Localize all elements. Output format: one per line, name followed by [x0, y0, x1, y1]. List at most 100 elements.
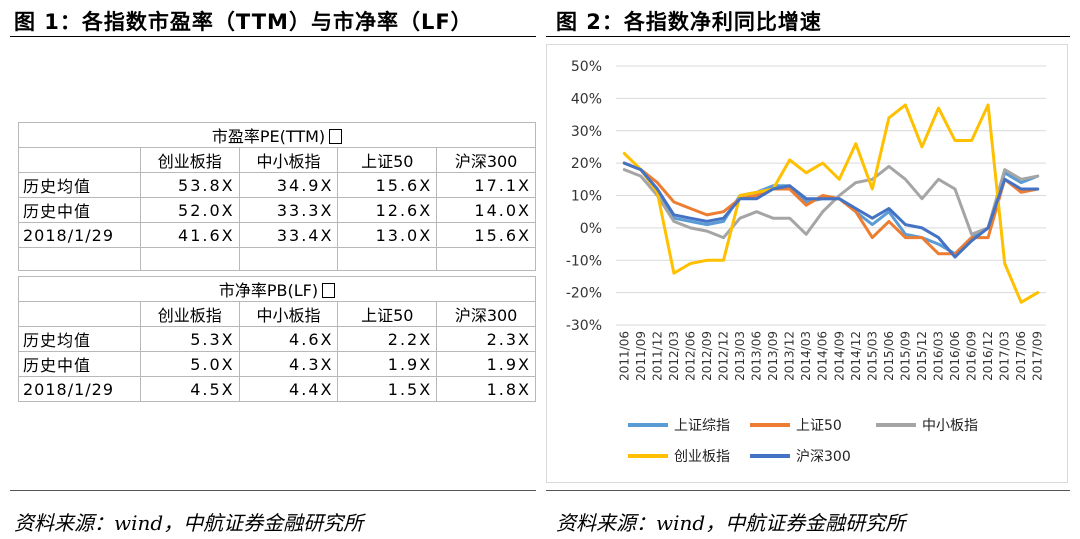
column-header: 中小板指 [238, 301, 339, 327]
x-tick-label: 2013/12 [783, 331, 797, 381]
column-header: 沪深300 [436, 147, 536, 173]
table-cell [238, 247, 339, 271]
table-row: 历史均值 5.3X 4.6X 2.2X 2.3X [18, 326, 536, 352]
figure1-source-rule [10, 490, 536, 491]
series-line-4 [622, 103, 1040, 304]
checkbox-glyph-icon [322, 283, 336, 298]
pe-table: 市盈率PE(TTM) 创业板指 中小板指 上证50 沪深300 历史均值 53.… [18, 122, 536, 271]
column-header: 上证50 [337, 147, 438, 173]
row-label: 2018/1/29 [18, 222, 141, 248]
table-cell: 53.8X [139, 172, 240, 198]
pb-table-title: 市净率PB(LF) [218, 281, 319, 300]
table-cell: 15.6X [337, 172, 438, 198]
table-cell: 52.0X [139, 197, 240, 223]
x-tick-label: 2013/03 [733, 331, 747, 381]
table-cell: 41.6X [139, 222, 240, 248]
table-cell: 1.9X [436, 351, 536, 377]
checkbox-glyph-icon [329, 129, 343, 144]
x-tick-label: 2014/09 [832, 331, 846, 381]
figure1-title: 图 1：各指数市盈率（TTM）与市净率（LF） [14, 10, 473, 34]
y-tick-label: 0% [580, 221, 602, 237]
series-line-5 [622, 161, 1040, 259]
x-tick-label: 2012/12 [717, 331, 731, 381]
row-label: 历史中值 [18, 351, 141, 377]
series-line-3 [622, 164, 1040, 240]
pe-table-title: 市盈率PE(TTM) [211, 127, 326, 146]
y-tick-label: -20% [566, 286, 602, 302]
x-tick-label: 2016/06 [948, 331, 962, 381]
figure2-source-rule [546, 490, 1070, 491]
table-cell: 5.3X [139, 326, 240, 352]
column-header: 创业板指 [139, 147, 240, 173]
x-tick-label: 2012/06 [683, 331, 697, 381]
table-cell: 4.5X [139, 376, 240, 402]
x-tick-label: 2014/12 [849, 331, 863, 381]
y-tick-label: 20% [571, 156, 602, 172]
row-label: 历史均值 [18, 172, 141, 198]
y-tick-label: -30% [566, 318, 602, 334]
table-cell: 2.2X [337, 326, 438, 352]
pb-table: 市净率PB(LF) 创业板指 中小板指 上证50 沪深300 历史均值 5.3X… [18, 276, 536, 402]
pb-table-header-row: 创业板指 中小板指 上证50 沪深300 [18, 301, 536, 327]
x-tick-label: 2016/12 [981, 331, 995, 381]
table-row: 历史中值 5.0X 4.3X 1.9X 1.9X [18, 351, 536, 377]
table-row: 2018/1/29 41.6X 33.4X 13.0X 15.6X [18, 222, 536, 248]
x-tick-label: 2016/03 [932, 331, 946, 381]
table-cell: 1.9X [337, 351, 438, 377]
table-corner-cell [18, 301, 141, 327]
table-cell [337, 247, 438, 271]
table-cell: 13.0X [337, 222, 438, 248]
table-cell [436, 247, 536, 271]
figure1-title-rule [10, 36, 536, 37]
column-header: 中小板指 [238, 147, 339, 173]
x-tick-label: 2014/03 [799, 331, 813, 381]
pe-table-title-row: 市盈率PE(TTM) [18, 122, 536, 148]
legend-label: 创业板指 [674, 449, 730, 465]
x-tick-label: 2016/09 [965, 331, 979, 381]
legend-label: 中小板指 [922, 418, 978, 434]
x-tick-label: 2013/09 [766, 331, 780, 381]
x-tick-label: 2012/03 [667, 331, 681, 381]
table-cell: 34.9X [238, 172, 339, 198]
table-cell: 5.0X [139, 351, 240, 377]
table-cell: 33.4X [238, 222, 339, 248]
y-tick-label: 10% [571, 189, 602, 205]
figure2-source: 资料来源：wind，中航证券金融研究所 [556, 511, 906, 535]
y-tick-label: -10% [566, 253, 602, 269]
x-tick-label: 2017/06 [1014, 331, 1028, 381]
x-tick-label: 2011/06 [617, 331, 631, 381]
table-cell: 12.6X [337, 197, 438, 223]
x-tick-label: 2011/09 [634, 331, 648, 381]
column-header: 上证50 [337, 301, 438, 327]
pb-table-title-row: 市净率PB(LF) [18, 276, 536, 302]
x-tick-label: 2012/09 [700, 331, 714, 381]
pe-table-title-cell: 市盈率PE(TTM) [18, 122, 536, 148]
series-line-2 [622, 161, 1040, 256]
table-cell: 1.8X [436, 376, 536, 402]
table-cell: 4.6X [238, 326, 339, 352]
row-label: 历史中值 [18, 197, 141, 223]
table-cell: 4.3X [238, 351, 339, 377]
table-row: 历史均值 53.8X 34.9X 15.6X 17.1X [18, 172, 536, 198]
x-tick-label: 2015/03 [865, 331, 879, 381]
x-tick-label: 2013/06 [750, 331, 764, 381]
table-cell: 33.3X [238, 197, 339, 223]
table-cell: 15.6X [436, 222, 536, 248]
table-row: 历史中值 52.0X 33.3X 12.6X 14.0X [18, 197, 536, 223]
figure1-source: 资料来源：wind，中航证券金融研究所 [14, 511, 364, 535]
column-header: 沪深300 [436, 301, 536, 327]
y-tick-label: 50% [571, 59, 602, 75]
table-cell: 1.5X [337, 376, 438, 402]
net-profit-growth-chart: 50%40%30%20%10%0%-10%-20%-30%2011/06 2011… [566, 59, 1046, 465]
x-tick-label: 2011/12 [650, 331, 664, 381]
legend-label: 上证综指 [674, 418, 730, 434]
figure2-title: 图 2：各指数净利同比增速 [556, 10, 822, 34]
x-tick-label: 2014/06 [816, 331, 830, 381]
table-cell: 4.4X [238, 376, 339, 402]
table-cell: 2.3X [436, 326, 536, 352]
table-row: 2018/1/29 4.5X 4.4X 1.5X 1.8X [18, 376, 536, 402]
table-cell: 14.0X [436, 197, 536, 223]
legend-label: 上证50 [796, 418, 842, 434]
x-tick-label: 2015/09 [898, 331, 912, 381]
x-tick-label: 2017/09 [1031, 331, 1045, 381]
